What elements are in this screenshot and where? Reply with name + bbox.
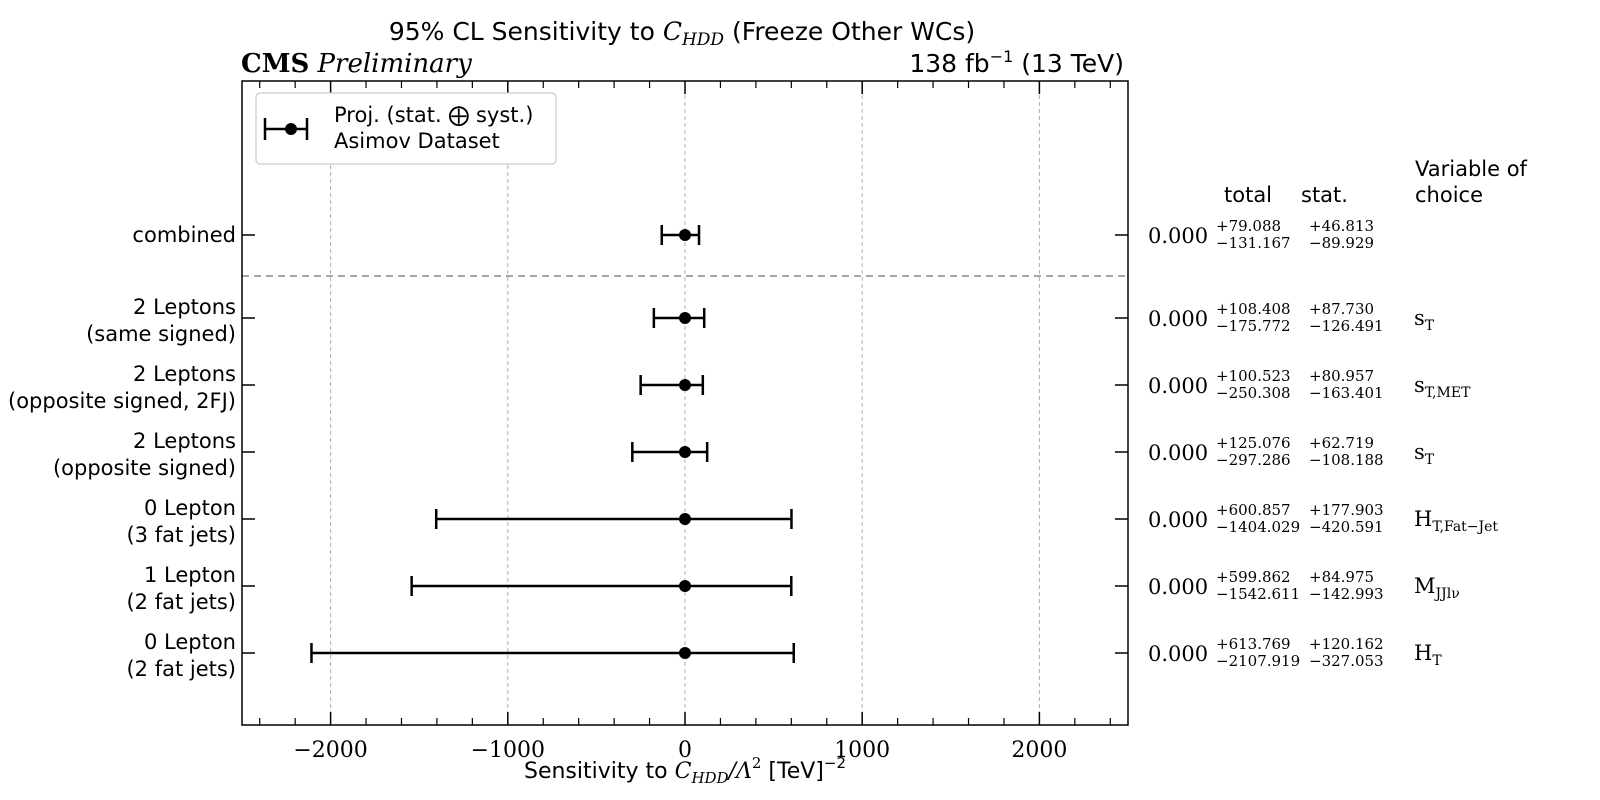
variable-label: sT [1414,440,1435,468]
total-down: −2107.919 [1216,652,1300,670]
variable-label: sT [1414,306,1435,334]
x-tick-label: 0 [678,738,692,763]
total-up: +108.408 [1216,300,1291,318]
header-total: total [1224,183,1272,207]
stat-down: −126.491 [1309,317,1384,335]
total-down: −250.308 [1216,384,1291,402]
total-up: +599.862 [1216,568,1291,586]
central-point [679,229,691,241]
variable-subscript: T [1425,318,1435,334]
total-down: −131.167 [1216,234,1291,252]
row-label-line1: 1 Lepton [144,563,236,587]
row-label-line2: (opposite signed) [53,456,236,480]
legend-label-line1: Proj. (stat. ⨁ syst.) [334,103,533,127]
total-down: −175.772 [1216,317,1291,335]
chart-title: 95% CL Sensitivity to CHDD (Freeze Other… [389,17,975,50]
row-label-line1: 2 Leptons [133,295,236,319]
row-label-line2: (opposite signed, 2FJ) [8,389,236,413]
x-tick-label: −1000 [471,738,545,763]
central-point [679,379,691,391]
variable-symbol: H [1414,507,1432,531]
row-label: combined [132,223,236,247]
row-labels: combined 0.000 +79.088−131.167 +46.813−89.9… [8,217,1498,681]
row-label-line2: (same signed) [86,322,236,346]
total-down: −1404.029 [1216,518,1300,536]
row-label-line2: (3 fat jets) [126,523,236,547]
stat-down: −108.188 [1309,451,1384,469]
stat-up: +46.813 [1309,217,1374,235]
variable-label: HT,Fat−Jet [1414,507,1498,535]
variable-label: HT [1414,641,1442,669]
variable-subscript: T,Fat−Jet [1432,519,1498,535]
variable-symbol: s [1414,440,1425,464]
central-point [679,647,691,659]
variable-subscript: T [1425,452,1435,468]
stat-up: +84.975 [1309,568,1374,586]
central-point [679,312,691,324]
total-up: +613.769 [1216,635,1291,653]
central-value: 0.000 [1148,575,1208,599]
variable-label: sT,MET [1414,373,1471,401]
x-tick-label: −2000 [293,738,367,763]
variable-symbol: H [1414,641,1432,665]
x-tick-label: 1000 [834,738,890,763]
total-up: +600.857 [1216,501,1291,519]
central-value: 0.000 [1148,224,1208,248]
variable-symbol: s [1414,306,1425,330]
stat-down: −327.053 [1309,652,1384,670]
variable-subscript: T,MET [1425,385,1471,401]
axis-ticks: −2000 −1000 0 1000 2000 [242,81,1128,763]
legend: Proj. (stat. ⨁ syst.) Asimov Dataset [255,92,557,165]
row-label-line1: 0 Lepton [144,496,236,520]
stat-up: +87.730 [1309,300,1374,318]
total-down: −1542.611 [1216,585,1300,603]
variable-symbol: s [1414,373,1425,397]
total-up: +125.076 [1216,434,1291,452]
central-value: 0.000 [1148,441,1208,465]
central-point [679,580,691,592]
legend-label-line2: Asimov Dataset [334,129,500,153]
stat-down: −163.401 [1309,384,1384,402]
stat-down: −420.591 [1309,518,1384,536]
total-down: −297.286 [1216,451,1291,469]
stat-up: +177.903 [1309,501,1384,519]
cms-label: CMS Preliminary [241,49,472,79]
central-point [679,513,691,525]
stat-up: +62.719 [1309,434,1374,452]
variable-label: MJJlν [1414,574,1460,602]
total-up: +100.523 [1216,367,1291,385]
row-label-line1: 0 Lepton [144,630,236,654]
stat-down: −142.993 [1309,585,1384,603]
grid-lines [330,81,1040,725]
row-label-line1: 2 Leptons [133,429,236,453]
stat-up: +120.162 [1309,635,1384,653]
legend-box [255,92,557,165]
central-value: 0.000 [1148,307,1208,331]
central-value: 0.000 [1148,642,1208,666]
legend-marker-point [285,123,297,135]
total-up: +79.088 [1216,217,1281,235]
header-variable-line2: choice [1415,183,1483,207]
stat-up: +80.957 [1309,367,1374,385]
row-label-line2: (2 fat jets) [126,657,236,681]
central-value: 0.000 [1148,508,1208,532]
x-tick-label: 2000 [1011,738,1067,763]
central-point [679,446,691,458]
variable-subscript: T [1432,653,1442,669]
central-value: 0.000 [1148,374,1208,398]
row-label-line1: 2 Leptons [133,362,236,386]
variable-subscript: JJlν [1434,586,1460,602]
row-label-line2: (2 fat jets) [126,590,236,614]
stat-down: −89.929 [1309,234,1374,252]
variable-symbol: M [1414,574,1436,598]
header-variable-line1: Variable of [1415,157,1528,181]
data-marks [310,225,796,663]
header-stat: stat. [1301,183,1348,207]
x-axis-label: Sensitivity to CHDD/Λ2 [TeV]−2 [524,754,846,787]
luminosity-label: 138 fb−1 (13 TeV) [909,47,1124,78]
